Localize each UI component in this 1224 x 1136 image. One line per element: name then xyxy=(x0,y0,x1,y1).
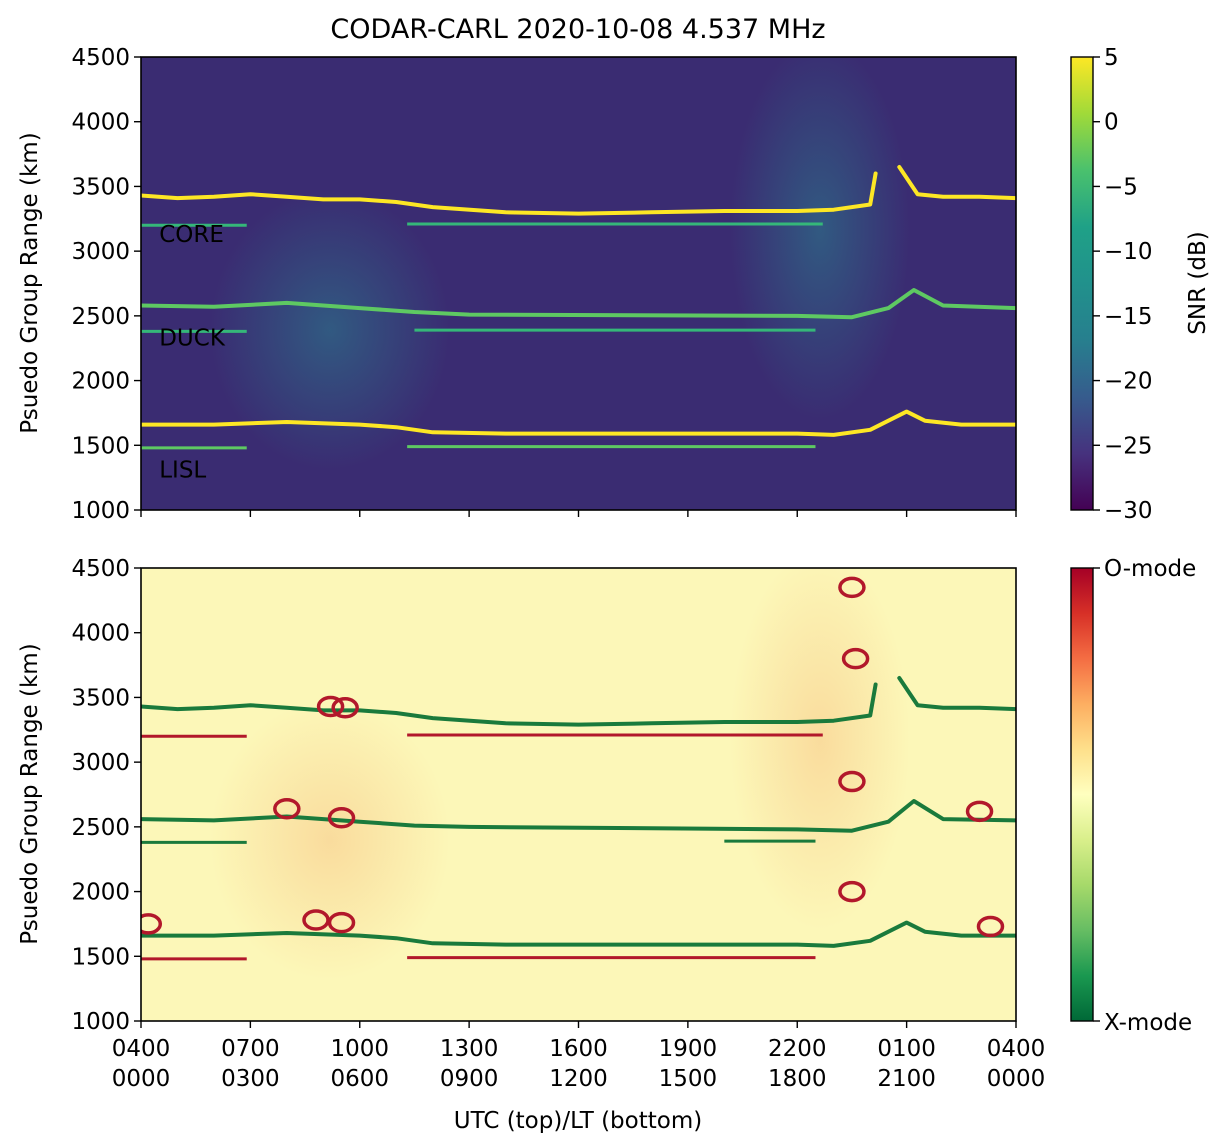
xtick-label-utc: 1900 xyxy=(659,1036,718,1062)
top-annotations-layer: CORE DUCK LISL xyxy=(159,222,226,484)
colorbar-tick-label: 0 xyxy=(1104,110,1119,136)
xtick-label-lt: 0300 xyxy=(221,1066,280,1092)
x-axis-label: UTC (top)/LT (bottom) xyxy=(454,1108,702,1134)
bottom-ytick-label: 2000 xyxy=(71,880,130,906)
bottom-trace-lisl_xmode xyxy=(141,920,1016,948)
top-x-ticks xyxy=(140,510,1017,517)
top-colorbar: 5 0 −5 −10 −15 −20 −25 −30 SNR (dB) xyxy=(1070,45,1211,524)
bottom-trace-core_xmode xyxy=(141,682,878,727)
top-trace-lisl_main xyxy=(141,409,1016,437)
bottom-colorbar-top-label: O-mode xyxy=(1104,556,1196,582)
bottom-point-omode_loops xyxy=(327,807,356,829)
bottom-trace-core_xmode_after xyxy=(897,676,1016,712)
xtick-label-lt: 0600 xyxy=(330,1066,389,1092)
top-diffuse-echo-left xyxy=(210,190,450,470)
xtick-label-utc: 2200 xyxy=(768,1036,827,1062)
bottom-point-omode_loops xyxy=(302,909,330,931)
bottom-ytick-label: 3500 xyxy=(71,685,130,711)
top-ytick-label: 3500 xyxy=(71,174,130,200)
bottom-point-omode_patch xyxy=(838,576,866,599)
top-ytick-label: 4500 xyxy=(71,45,130,71)
annotation-lisl: LISL xyxy=(159,458,206,484)
top-ytick-label: 4000 xyxy=(71,110,130,136)
xtick-label-lt: 0000 xyxy=(987,1066,1046,1092)
top-ytick-label: 1000 xyxy=(71,498,130,524)
top-panel: CORE DUCK LISL 1000 1500 2000 2500 3000 3500 400… xyxy=(17,45,1017,524)
bottom-point-omode_patch xyxy=(838,880,866,903)
bottom-colorbar-gradient xyxy=(1070,567,1094,1022)
bottom-ytick-label: 2500 xyxy=(71,815,130,841)
top-y-ticks: 1000 1500 2000 2500 3000 3500 4000 4500 xyxy=(71,45,141,524)
top-trace-core_after xyxy=(897,165,1016,201)
bottom-ylabel: Psuedo Group Range (km) xyxy=(17,643,43,944)
bottom-point-omode_loops xyxy=(141,913,163,935)
xtick-label-utc: 1300 xyxy=(440,1036,499,1062)
top-diffuse-echo-right xyxy=(730,57,910,420)
bottom-colorbar-bottom-label: X-mode xyxy=(1104,1010,1192,1036)
colorbar-tick-label: 5 xyxy=(1104,45,1119,71)
xtick-label-utc: 1000 xyxy=(330,1036,389,1062)
bottom-ytick-label: 3000 xyxy=(71,750,130,776)
bottom-ytick-label: 1500 xyxy=(71,944,130,970)
top-colorbar-ticks: 5 0 −5 −10 −15 −20 −25 −30 xyxy=(1093,45,1153,524)
xtick-label-utc: 0700 xyxy=(221,1036,280,1062)
top-trace-duck_main xyxy=(141,288,1016,320)
colorbar-tick-label: −5 xyxy=(1104,174,1138,200)
colorbar-tick-label: −30 xyxy=(1104,498,1153,524)
top-colorbar-gradient xyxy=(1070,56,1094,511)
xtick-label-lt: 1500 xyxy=(659,1066,718,1092)
bottom-colorbar: O-mode X-mode xyxy=(1070,556,1196,1036)
top-ytick-label: 3000 xyxy=(71,239,130,265)
xtick-label-lt: 1800 xyxy=(768,1066,827,1092)
top-traces-layer xyxy=(141,165,1016,450)
bottom-diffuse-echo-right xyxy=(730,568,910,930)
bottom-point-omode_loops xyxy=(965,800,994,823)
xtick-label-utc: 0400 xyxy=(987,1036,1046,1062)
bottom-y-ticks: 1000 1500 2000 2500 3000 3500 4000 4500 xyxy=(71,556,141,1035)
bottom-ytick-label: 4500 xyxy=(71,556,130,582)
colorbar-tick-label: −15 xyxy=(1104,304,1153,330)
colorbar-tick-label: −10 xyxy=(1104,239,1153,265)
bottom-point-omode_patch xyxy=(841,647,870,670)
top-ytick-label: 2500 xyxy=(71,304,130,330)
bottom-point-omode_loops xyxy=(331,697,359,719)
xtick-label-lt: 2100 xyxy=(877,1066,936,1092)
bottom-ytick-label: 1000 xyxy=(71,1009,130,1035)
top-ytick-label: 2000 xyxy=(71,369,130,395)
bottom-x-ticks: 0400 0000 0700 0300 1000 0600 1300 0900 1600 1200… xyxy=(112,1021,1046,1092)
bottom-point-omode_loops xyxy=(976,915,1005,938)
bottom-diffuse-echo-left xyxy=(210,700,450,980)
annotation-core: CORE xyxy=(159,222,224,248)
bottom-traces-layer xyxy=(141,576,1016,961)
xtick-label-utc: 1600 xyxy=(549,1036,608,1062)
bottom-ytick-label: 4000 xyxy=(71,621,130,647)
top-ytick-label: 1500 xyxy=(71,433,130,459)
colorbar-tick-label: −25 xyxy=(1104,433,1153,459)
top-trace-core_main xyxy=(141,171,878,216)
bottom-point-omode_loops xyxy=(273,797,301,820)
xtick-label-lt: 1200 xyxy=(549,1066,608,1092)
bottom-panel: 1000 1500 2000 2500 3000 3500 4000 4500 0400 000… xyxy=(17,556,1046,1092)
bottom-point-omode_patch xyxy=(838,770,866,793)
chart-title: CODAR-CARL 2020-10-08 4.537 MHz xyxy=(330,14,825,45)
xtick-label-utc: 0100 xyxy=(877,1036,936,1062)
bottom-point-omode_loops xyxy=(327,911,356,934)
xtick-label-lt: 0900 xyxy=(440,1066,499,1092)
top-ylabel: Psuedo Group Range (km) xyxy=(17,132,43,433)
xtick-label-utc: 0400 xyxy=(112,1036,171,1062)
bottom-point-omode_loops xyxy=(316,695,345,718)
xtick-label-lt: 0000 xyxy=(112,1066,171,1092)
annotation-duck: DUCK xyxy=(159,326,226,352)
colorbar-tick-label: −20 xyxy=(1104,369,1153,395)
bottom-trace-duck_xmode xyxy=(141,799,1016,833)
top-colorbar-label: SNR (dB) xyxy=(1185,231,1211,334)
